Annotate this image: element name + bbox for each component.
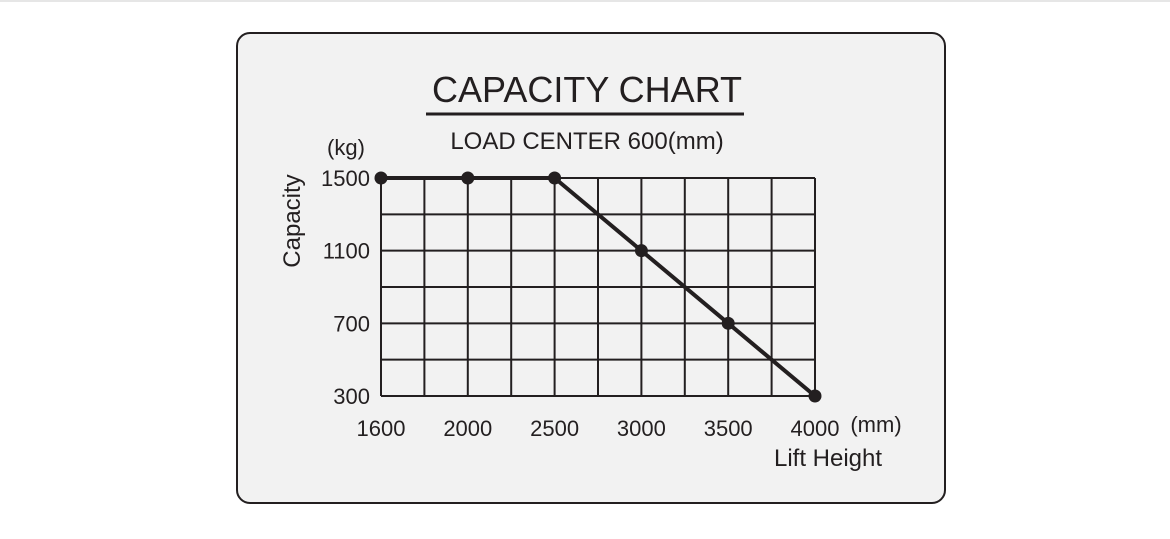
grid xyxy=(380,177,816,397)
y-tick-label: 1500 xyxy=(321,166,370,191)
data-point xyxy=(461,171,475,185)
y-axis-title: Capacity xyxy=(279,174,306,267)
tick-labels: 1600 2000 2500 3000 3500 4000 1500 1100 700 300 xyxy=(321,166,839,441)
chart-panel xyxy=(236,32,946,504)
x-tick-label: 3500 xyxy=(704,416,753,441)
data-point xyxy=(721,316,735,330)
y-tick-label: 300 xyxy=(333,384,370,409)
data-point xyxy=(374,171,388,185)
x-tick-label: 1600 xyxy=(357,416,406,441)
data-point xyxy=(808,389,822,403)
series xyxy=(374,171,822,403)
x-tick-label: 2500 xyxy=(530,416,579,441)
y-tick-label: 700 xyxy=(333,311,370,336)
x-tick-label: 4000 xyxy=(791,416,840,441)
y-tick-label: 1100 xyxy=(323,239,370,264)
x-axis-title: Lift Height xyxy=(774,445,882,472)
data-point xyxy=(634,244,648,258)
x-tick-label: 2000 xyxy=(443,416,492,441)
data-point xyxy=(548,171,562,185)
chart-subtitle: LOAD CENTER 600(mm) xyxy=(450,128,723,155)
x-axis-unit: (mm) xyxy=(850,412,901,437)
series-line xyxy=(381,176,817,398)
top-divider xyxy=(0,0,1170,2)
x-tick-label: 3000 xyxy=(617,416,666,441)
y-axis-unit: (kg) xyxy=(327,135,365,160)
chart-title: CAPACITY CHART xyxy=(432,69,742,110)
